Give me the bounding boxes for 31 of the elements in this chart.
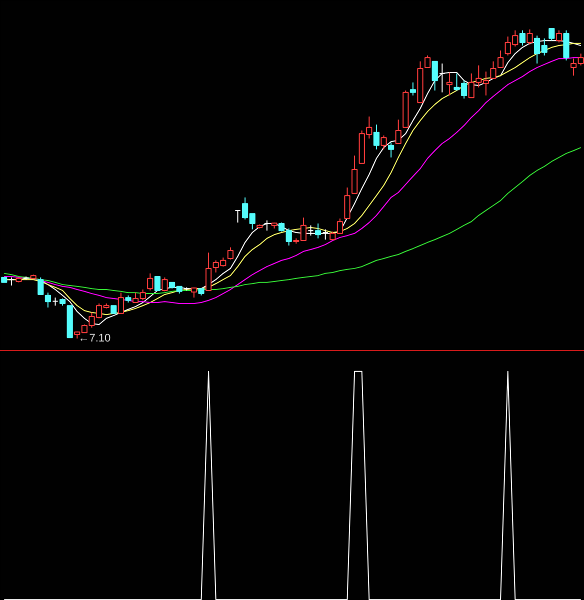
candlestick — [314, 222, 322, 239]
candlestick — [154, 276, 161, 291]
candlestick — [380, 134, 387, 150]
annotation: ←7.10 — [78, 332, 111, 345]
candlestick — [205, 252, 212, 291]
candlestick — [162, 276, 168, 292]
candlestick — [432, 60, 438, 91]
candlestick — [264, 220, 270, 232]
candlestick — [234, 210, 241, 224]
candlestick — [388, 142, 394, 158]
candlestick — [490, 60, 496, 79]
candlestick — [439, 63, 446, 93]
candlestick — [351, 155, 358, 194]
candlestick — [519, 30, 526, 46]
candlestick — [548, 28, 555, 42]
candlestick — [344, 187, 350, 220]
candlestick — [373, 124, 380, 150]
candlestick — [118, 292, 124, 314]
candlestick — [38, 276, 44, 295]
candlestick — [424, 54, 431, 68]
candlestick — [556, 30, 562, 43]
candlestick — [410, 82, 416, 96]
candlestick — [44, 292, 52, 308]
candlestick — [446, 72, 453, 96]
candlestick — [147, 272, 154, 291]
candlestick — [526, 28, 533, 46]
candlestick — [308, 224, 314, 236]
candlestick — [227, 246, 234, 260]
candlestick — [395, 119, 402, 144]
candlestick — [497, 50, 504, 68]
candlestick — [322, 228, 328, 240]
